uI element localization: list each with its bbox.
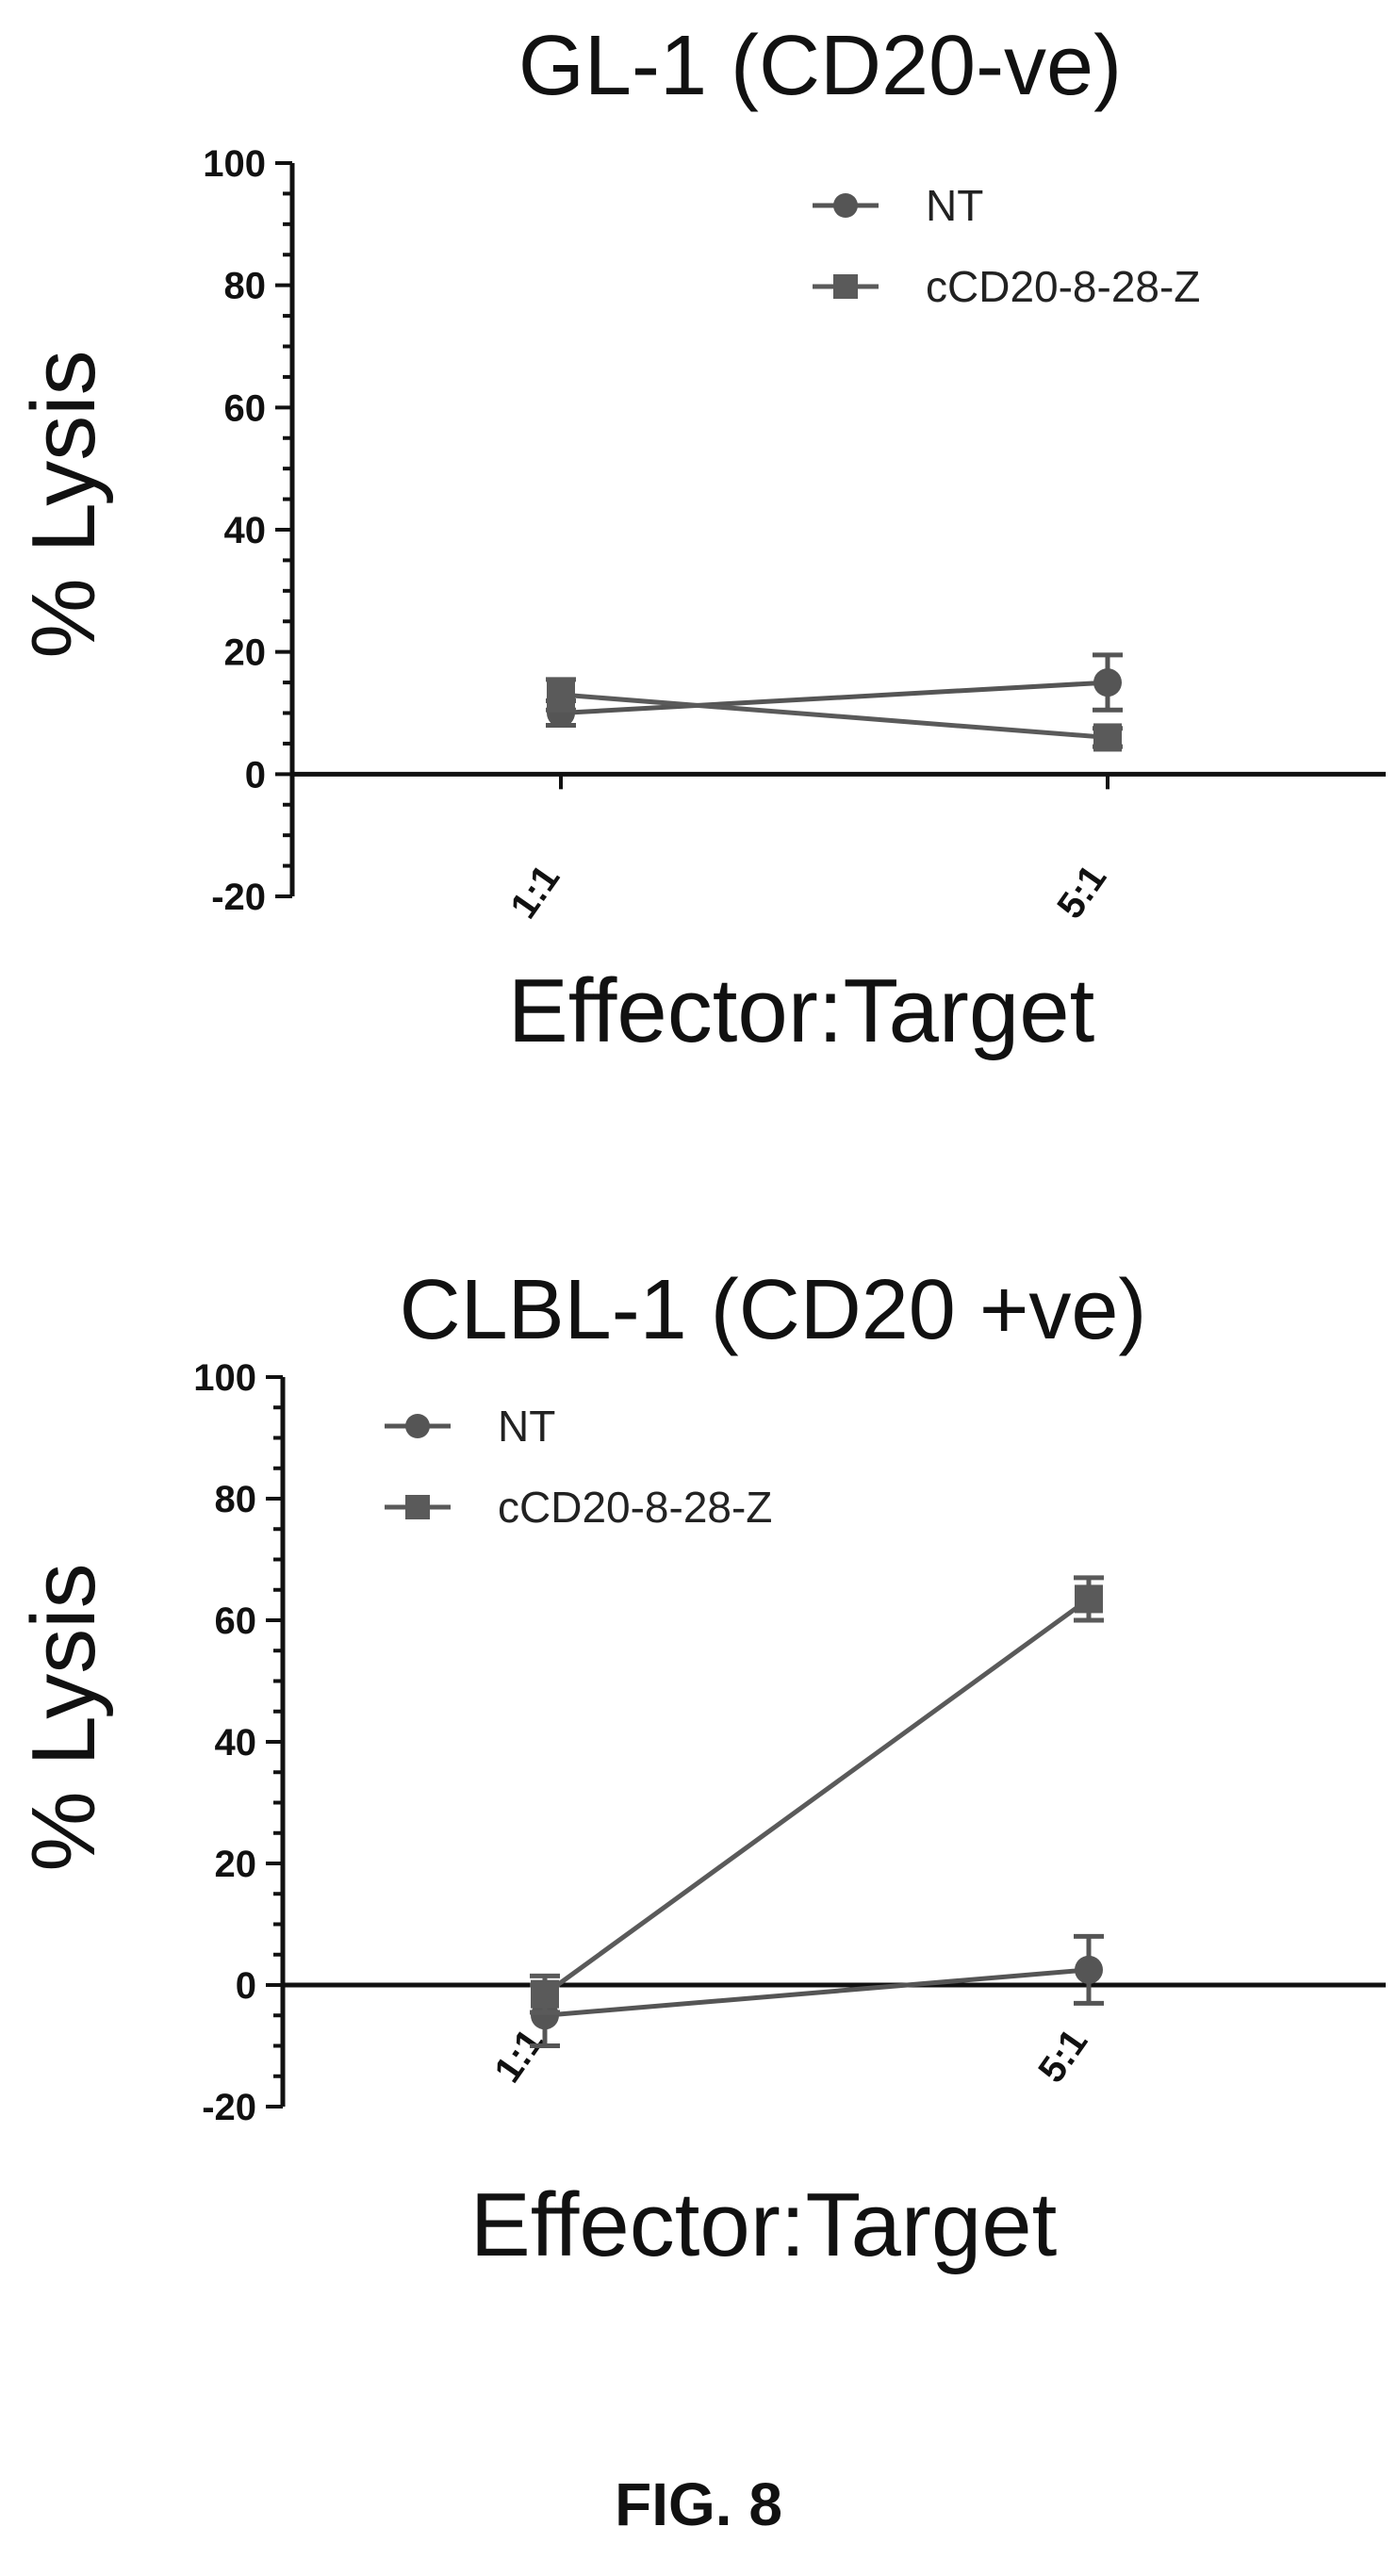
y-tick-label: 60 (224, 387, 267, 429)
y-tick-label: 0 (245, 754, 266, 796)
legend-label: cCD20-8-28-Z (498, 1483, 772, 1532)
legend-item-ccd20-8-28-z: cCD20-8-28-Z (385, 1483, 772, 1532)
y-tick-label: 40 (224, 510, 267, 551)
data-point (531, 2001, 559, 2030)
plot-area: -20 0 20 40 60 80 100 1:1 5:1 NT cCD20-8-28-Z (193, 1357, 1386, 2128)
plot-area: -20 0 20 40 60 80 100 1:1 5:1 NT cCD20-8-28-Z (203, 143, 1386, 927)
legend-label: NT (498, 1402, 555, 1451)
x-axis-label: Effector:Target (470, 2174, 1058, 2275)
y-tick-label: 80 (215, 1479, 257, 1520)
x-axis-label: Effector:Target (508, 960, 1095, 1061)
chart-clbl1: CLBL-1 (CD20 +ve) % Lysis Effector:Targe… (13, 1263, 1386, 2275)
y-tick-label: 100 (193, 1357, 256, 1399)
legend-item-nt: NT (813, 181, 983, 230)
figure-label: FIG. 8 (615, 2470, 782, 2538)
x-tick-label: 1:1 (486, 2022, 551, 2091)
y-tick-label: 40 (215, 1722, 257, 1764)
legend-label: cCD20-8-28-Z (926, 262, 1200, 311)
y-tick-label: -20 (202, 2087, 256, 2128)
y-tick-label: 80 (224, 266, 267, 307)
series-line (544, 1967, 1090, 2018)
series-ccd20-8-28-z (530, 1575, 1104, 2015)
series-line (560, 680, 1109, 715)
data-point (531, 1979, 559, 2009)
legend-marker-circle (405, 1414, 430, 1438)
legend-marker-circle (833, 193, 858, 218)
series-line (560, 692, 1109, 740)
series-line (543, 1597, 1091, 1996)
y-tick-label: -20 (211, 877, 266, 918)
data-point (1093, 723, 1122, 752)
x-tick-label: 5:1 (1049, 858, 1114, 927)
y-axis-label: % Lysis (13, 350, 114, 658)
y-axis-label: % Lysis (13, 1563, 114, 1871)
series-nt (530, 1933, 1104, 2048)
chart-gl1: GL-1 (CD20-ve) % Lysis Effector:Target -… (13, 19, 1386, 1061)
legend-marker-square (405, 1495, 430, 1519)
chart-title: GL-1 (CD20-ve) (518, 19, 1122, 113)
y-tick-label: 60 (215, 1600, 257, 1642)
x-tick-label: 1:1 (502, 858, 567, 927)
legend-item-ccd20-8-28-z: cCD20-8-28-Z (813, 262, 1200, 311)
data-point (1075, 1584, 1103, 1614)
y-tick-label: 20 (215, 1844, 257, 1885)
x-tick-label: 5:1 (1030, 2022, 1095, 2091)
legend-marker-square (833, 274, 858, 299)
y-tick-label: 20 (224, 632, 267, 674)
data-point (1093, 668, 1122, 697)
series-ccd20-8-28-z (546, 677, 1123, 752)
legend-item-nt: NT (385, 1402, 555, 1451)
data-point (1075, 1955, 1103, 1984)
legend-label: NT (926, 181, 983, 230)
data-point (547, 681, 575, 710)
y-tick-label: 100 (203, 143, 266, 185)
chart-title: CLBL-1 (CD20 +ve) (400, 1263, 1147, 1357)
y-tick-label: 0 (236, 1965, 256, 2007)
